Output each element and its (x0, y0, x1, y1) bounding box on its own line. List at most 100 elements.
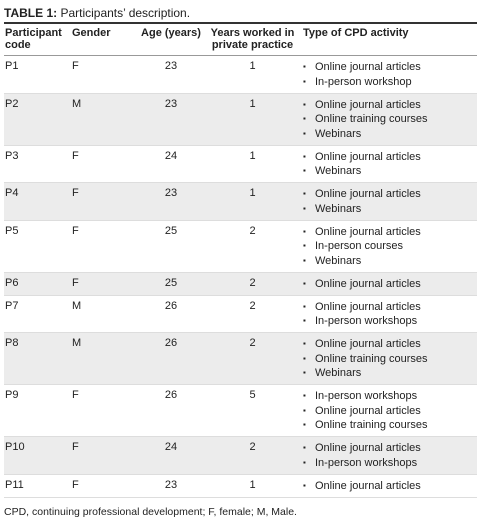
cell: Online journal articlesIn-person worksho… (302, 56, 477, 94)
table: Participant code Gender Age (years) Years w… (4, 22, 477, 498)
cell: 5 (249, 389, 256, 401)
activity-item: Webinars (303, 254, 475, 269)
activity-item: In-person workshop (303, 75, 475, 90)
activity-item: In-person workshops (303, 456, 475, 471)
activity-list: Online journal articles (303, 277, 475, 292)
cell: 2 (249, 441, 256, 453)
cell: Online journal articlesIn-person courses… (302, 220, 477, 272)
cell: P11 (5, 478, 24, 491)
cell: M (72, 337, 82, 349)
cell: 24 (164, 149, 178, 162)
activity-item: Online journal articles (303, 337, 475, 352)
activity-item: Webinars (303, 164, 475, 179)
cell: 23 (164, 60, 178, 72)
table-row: P8 M 26 2 Online journal articlesOnline trai… (4, 332, 477, 385)
cell: P10 (5, 441, 25, 453)
cell: Online journal articles (302, 474, 477, 497)
cell: 26 (164, 389, 178, 401)
table-row: P5 F 25 2 Online journal articlesIn-person c… (4, 220, 477, 272)
activity-item: In-person workshops (303, 314, 475, 329)
cell: M (72, 299, 82, 312)
table-row: P4 F 23 1 Online journal articlesWebinars (4, 182, 477, 221)
caption-label: TABLE 1: (4, 6, 58, 20)
activity-item: Webinars (303, 366, 475, 381)
activity-item: Online journal articles (303, 187, 475, 202)
activity-item: Webinars (303, 127, 475, 142)
cell: P7 (5, 299, 19, 312)
activity-item: Online journal articles (303, 479, 475, 494)
cell: 2 (249, 224, 256, 237)
cell: Online journal articlesOnline training c… (302, 333, 477, 385)
table-body: P1F231Online journal articlesIn-person w… (4, 56, 477, 497)
cell: F (72, 60, 79, 72)
activity-item: Online training courses (303, 352, 475, 367)
cell: 2 (249, 299, 256, 312)
table-header: Participant code Gender Age (years) Years w… (4, 23, 477, 56)
activity-item: Online journal articles (303, 225, 475, 240)
cell: F (72, 224, 79, 237)
cell: 23 (164, 187, 178, 199)
cell: P8 (5, 337, 19, 349)
header-cell: Participant code (5, 27, 62, 51)
activity-item: Online journal articles (303, 300, 475, 315)
cell: F (72, 276, 79, 289)
cell: 24 (164, 441, 178, 453)
header-cell: Gender (72, 27, 111, 39)
activity-list: Online journal articlesIn-person worksho… (303, 60, 475, 89)
activity-list: Online journal articlesIn-person worksho… (303, 300, 475, 329)
cell: F (72, 389, 79, 401)
cell: P9 (5, 389, 19, 401)
header-cell: Years worked in private practice (210, 27, 295, 51)
activity-item: Online journal articles (303, 60, 475, 75)
cell: P6 (5, 276, 19, 289)
activity-item: In-person workshops (303, 389, 475, 404)
cell: P3 (5, 149, 19, 162)
cell: F (72, 187, 79, 199)
cell: 1 (249, 149, 256, 162)
cell: 1 (249, 60, 256, 72)
header-cell: Type of CPD activity (303, 27, 409, 39)
table-row: P3 F 24 1 Online journal articlesWebinars (4, 145, 477, 183)
cell: 1 (249, 97, 256, 110)
caption: TABLE 1: Participants’ description. (4, 0, 477, 22)
table-row: P9 F 26 5 In-person workshopsOnline journal … (4, 385, 477, 437)
cell: Online journal articlesWebinars (302, 145, 477, 183)
activity-item: Online journal articles (303, 150, 475, 165)
activity-list: Online journal articlesOnline training c… (303, 337, 475, 381)
activity-list: Online journal articlesWebinars (303, 187, 475, 216)
cell: Online journal articlesIn-person worksho… (302, 437, 477, 475)
cell: 25 (164, 276, 178, 289)
cell: Online journal articlesOnline training c… (302, 93, 477, 145)
table-row: P11 F 23 1 Online journal articles (4, 474, 477, 497)
footnote: CPD, continuing professional development… (4, 505, 297, 518)
activity-list: In-person workshopsOnline journal articl… (303, 389, 475, 433)
activity-item: Online journal articles (303, 277, 475, 292)
cell: 25 (164, 224, 178, 237)
activity-item: Online training courses (303, 112, 475, 127)
activity-list: Online journal articlesIn-person courses… (303, 225, 475, 269)
cell: Online journal articlesWebinars (302, 183, 477, 221)
table-row: P10 F 24 2 Online journal articlesIn-person … (4, 436, 477, 475)
cell: P5 (5, 224, 19, 237)
cell: 26 (164, 337, 178, 349)
cell: F (72, 478, 79, 491)
activity-list: Online journal articles (303, 479, 475, 494)
activity-item: Online training courses (303, 418, 475, 433)
cell: 2 (249, 276, 256, 289)
header-row: Participant code Gender Age (years) Years w… (4, 23, 477, 56)
cell: P4 (5, 187, 19, 199)
cell: Online journal articlesIn-person worksho… (302, 295, 477, 333)
activity-item: Online journal articles (303, 98, 475, 113)
page: TABLE 1: Participants’ description. Part… (0, 0, 481, 497)
cell: 23 (164, 478, 178, 491)
activity-item: Webinars (303, 202, 475, 217)
table-row: P2 M 23 1 Online journal articlesOnline trai… (4, 93, 477, 145)
cell: 1 (249, 187, 256, 199)
activity-item: Online journal articles (303, 404, 475, 419)
activity-item: In-person courses (303, 239, 475, 254)
table-row: P1 F 23 1 Online journal articlesIn-person w… (4, 56, 477, 94)
cell: 1 (249, 478, 256, 491)
table-row: P6 F 25 2 Online journal articles (4, 272, 477, 295)
cell: 2 (249, 337, 256, 349)
document: TABLE 1: Participants’ description. Part… (4, 0, 477, 518)
